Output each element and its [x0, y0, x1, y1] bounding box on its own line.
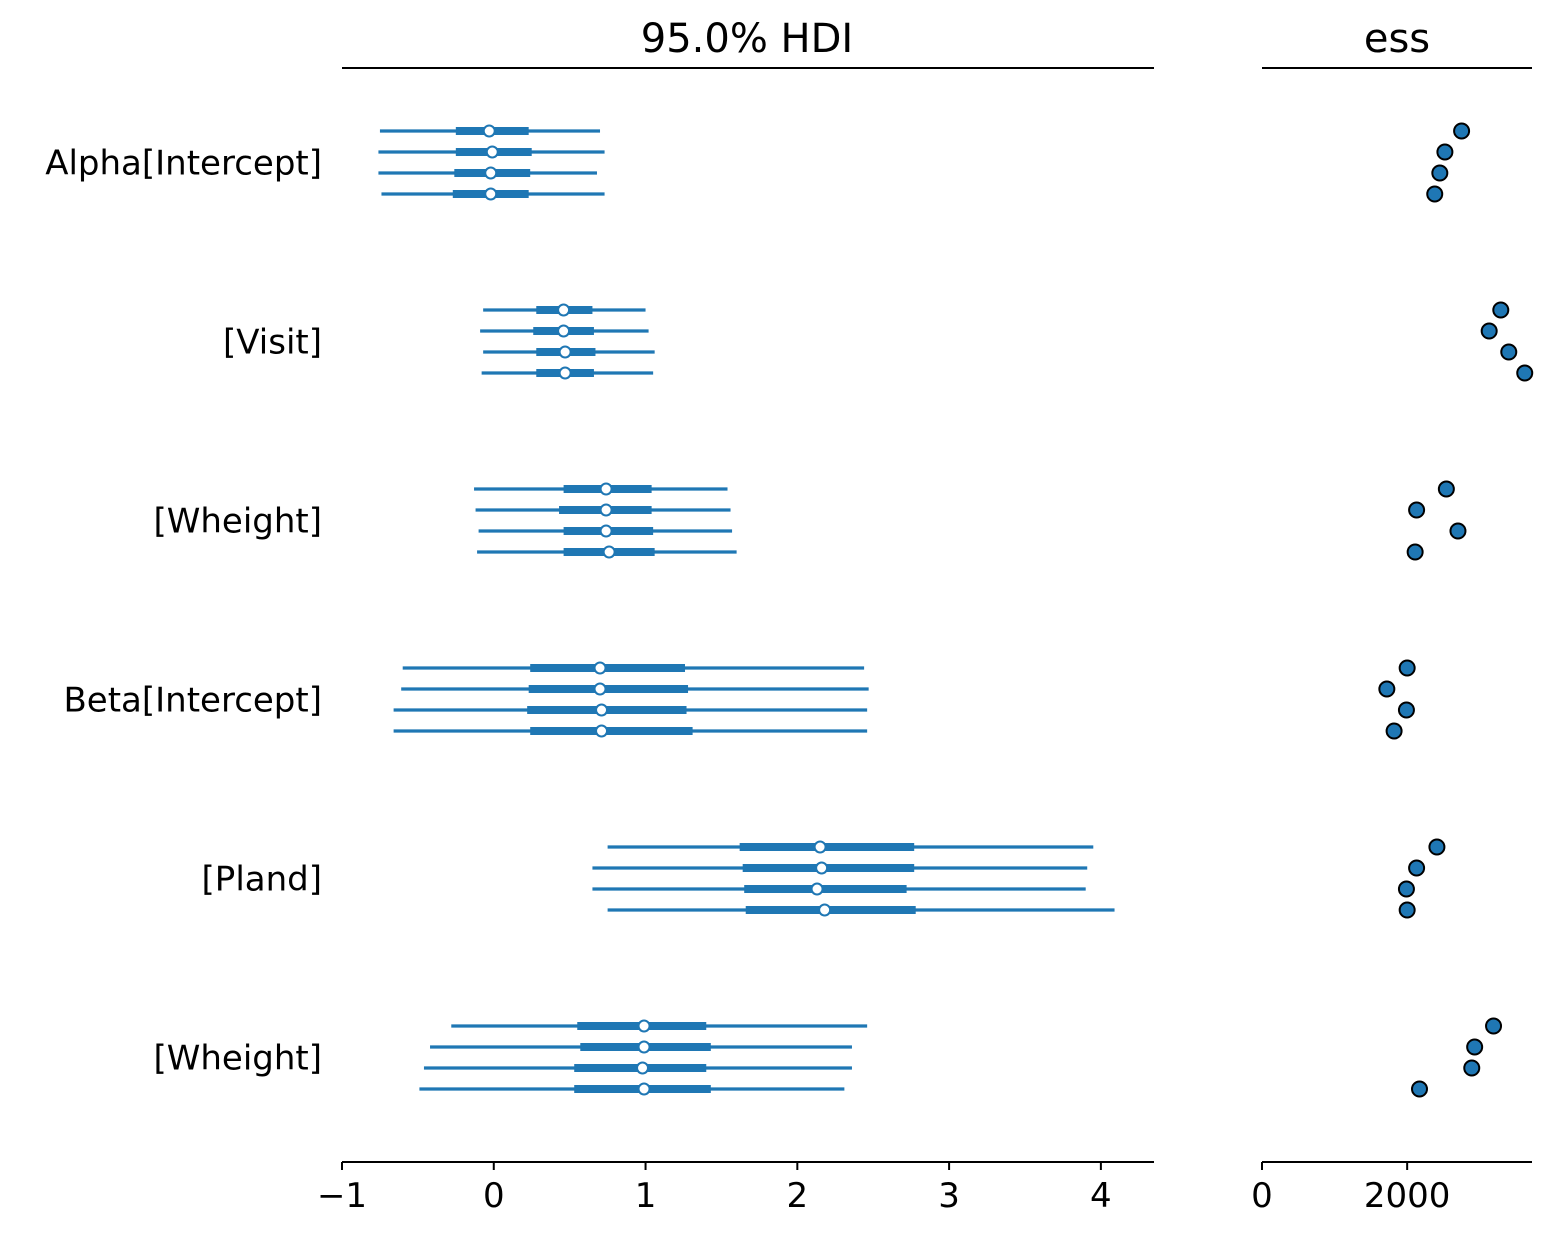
ess-point — [1408, 859, 1426, 877]
ess-panel-title: ess — [1364, 16, 1430, 62]
x-tick-label: −1 — [317, 1176, 367, 1216]
row-label: [Wheight] — [153, 1039, 322, 1079]
median-point — [599, 524, 613, 538]
median-point — [599, 503, 613, 517]
ess-point — [1431, 164, 1449, 182]
ess-point — [1500, 343, 1518, 361]
ess-point — [1437, 480, 1455, 498]
median-point — [557, 324, 571, 338]
ess-point — [1485, 1017, 1503, 1035]
hdi-x-ticks: −1 0 1 2 3 4 — [317, 1162, 1112, 1216]
ess-x-ticks: 0 2000 — [1251, 1162, 1450, 1216]
ess-point — [1426, 185, 1444, 203]
ess-point — [1449, 522, 1467, 540]
median-point — [484, 166, 498, 180]
median-point — [636, 1061, 650, 1075]
ess-point — [1436, 143, 1454, 161]
ess-point — [1398, 659, 1416, 677]
median-point — [599, 482, 613, 496]
ess-point — [1406, 543, 1424, 561]
median-point — [593, 661, 607, 675]
ess-point — [1453, 122, 1471, 140]
hdi-panel: 95.0% HDI −1 0 1 2 3 4 — [317, 16, 1154, 1216]
ess-point — [1480, 322, 1498, 340]
x-tick-label: 2 — [787, 1176, 809, 1216]
hdi-marks — [378, 124, 1115, 1096]
median-point — [482, 124, 496, 138]
median-point — [557, 303, 571, 317]
ess-point — [1492, 301, 1510, 319]
median-point — [595, 703, 609, 717]
median-point — [485, 145, 499, 159]
median-point — [810, 882, 824, 896]
x-tick-label: 4 — [1090, 1176, 1112, 1216]
row-labels: Alpha[Intercept] [Visit] [Wheight] Beta[Int… — [45, 144, 322, 1079]
ess-point — [1466, 1038, 1484, 1056]
ess-panel: ess 0 2000 — [1251, 16, 1534, 1216]
median-point — [637, 1019, 651, 1033]
ess-point — [1397, 701, 1415, 719]
row-label: [Pland] — [202, 860, 322, 900]
median-point — [558, 366, 572, 380]
row-label: [Wheight] — [153, 502, 322, 542]
median-point — [558, 345, 572, 359]
row-label: Beta[Intercept] — [63, 681, 322, 721]
x-tick-label: 0 — [483, 1176, 505, 1216]
x-tick-label: 1 — [635, 1176, 657, 1216]
hdi-panel-title: 95.0% HDI — [641, 16, 853, 62]
x-tick-label: 3 — [938, 1176, 960, 1216]
ess-point — [1385, 722, 1403, 740]
x-tick-label: 2000 — [1364, 1176, 1451, 1216]
median-point — [818, 903, 832, 917]
row-label: Alpha[Intercept] — [45, 144, 322, 184]
median-point — [815, 861, 829, 875]
ess-point — [1398, 901, 1416, 919]
median-point — [593, 682, 607, 696]
median-point — [637, 1082, 651, 1096]
ess-point — [1411, 1080, 1428, 1098]
ess-point — [1397, 880, 1415, 898]
ess-point — [1516, 364, 1534, 382]
ess-point — [1463, 1059, 1481, 1077]
ess-point — [1428, 838, 1446, 856]
median-point — [484, 187, 498, 201]
median-point — [637, 1040, 651, 1054]
ess-marks — [1378, 122, 1534, 1098]
median-point — [595, 724, 609, 738]
median-point — [602, 545, 616, 559]
ess-point — [1378, 680, 1396, 698]
x-tick-label: 0 — [1251, 1176, 1273, 1216]
median-point — [813, 840, 827, 854]
ess-point — [1408, 501, 1426, 519]
row-label: [Visit] — [223, 323, 322, 363]
